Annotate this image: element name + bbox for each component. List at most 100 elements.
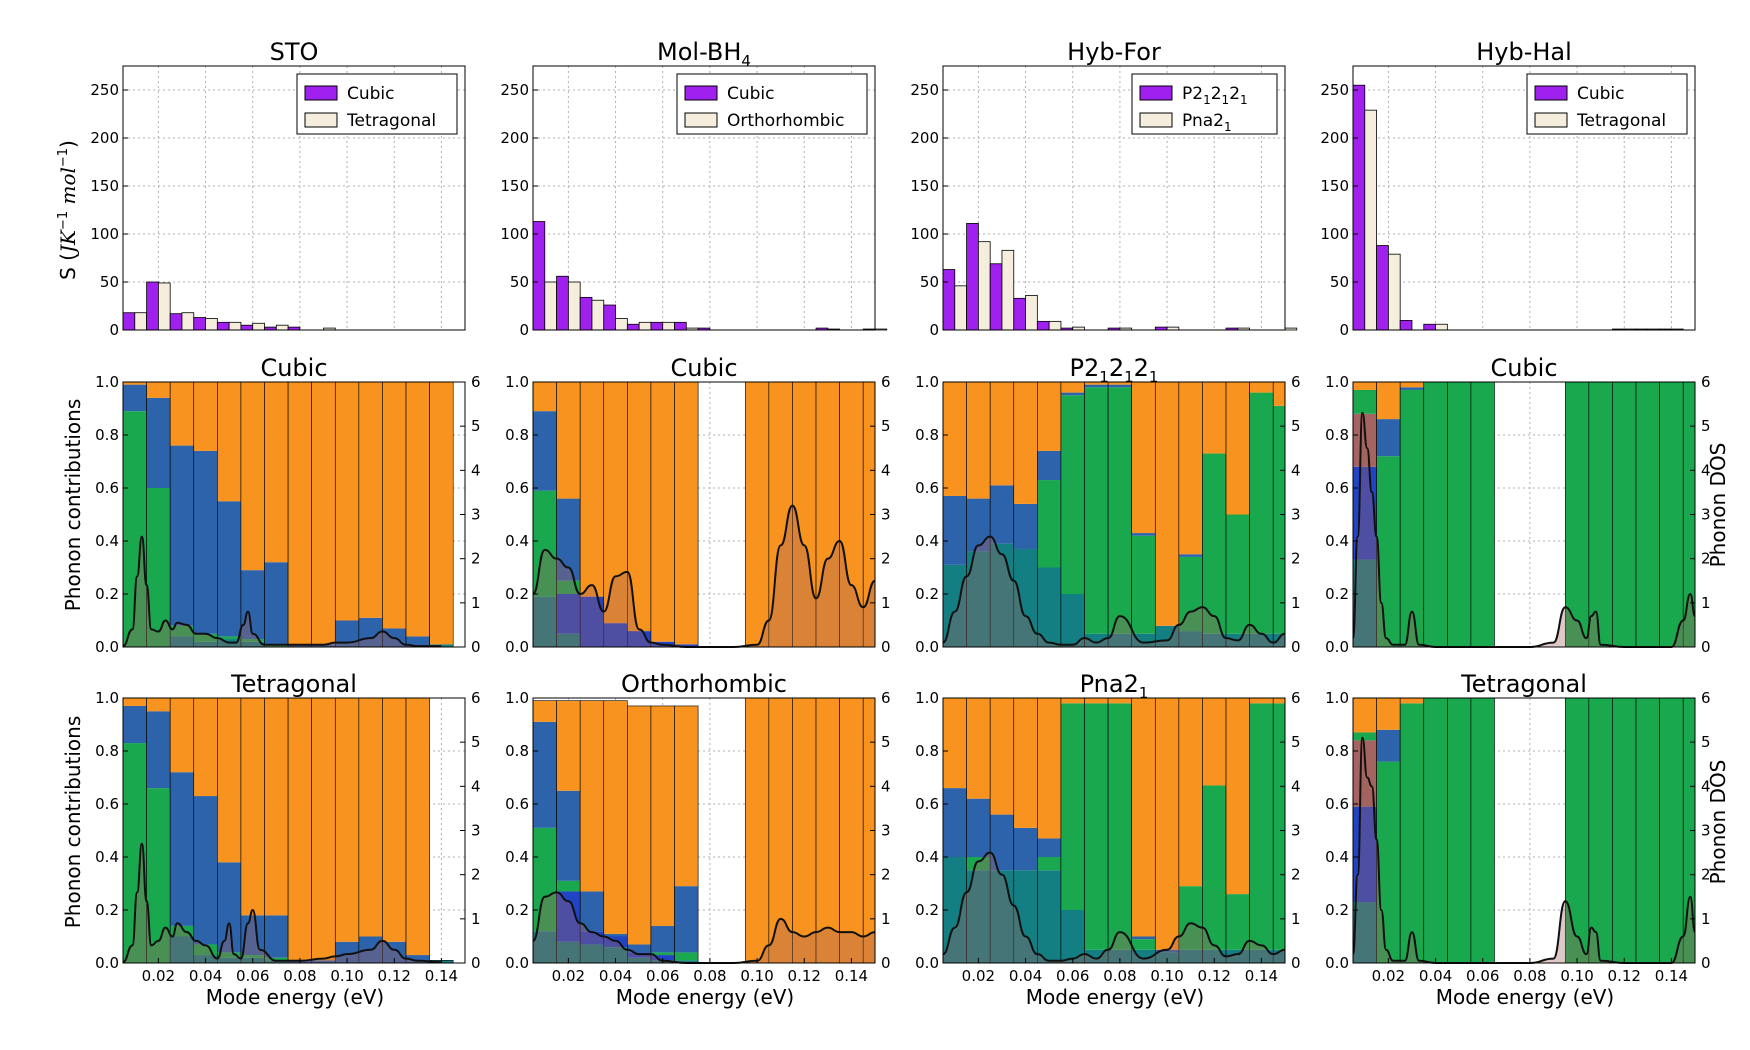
y-tick-label: 0.8	[95, 742, 119, 760]
stack-segment-green	[1447, 698, 1471, 963]
entropy-bar	[674, 321, 687, 331]
y-tick-label: 0.4	[915, 848, 939, 866]
y-tick-label: 250	[1320, 81, 1349, 99]
stack-segment-orange	[839, 698, 864, 963]
legend-label: Cubic	[347, 84, 395, 104]
stack-segment-green	[1060, 703, 1085, 910]
y2-tick-label: 1	[471, 910, 481, 928]
stack-segment-orange	[792, 698, 817, 963]
entropy-panel-mol-entropy: 0 50 100 150 200 250 Cubic Orthorhombic Mol-BH4	[500, 38, 888, 339]
entropy-bar	[1013, 297, 1026, 331]
stack-segment-blue	[966, 498, 991, 552]
entropy-bar	[591, 299, 605, 331]
panel-title: STO	[270, 38, 319, 66]
stack-segment-green	[1202, 453, 1227, 634]
xlabel-col1: Mode energy (eV)	[206, 985, 385, 1009]
y-tick-label: 50	[510, 273, 529, 291]
stack-segment-green	[1226, 894, 1250, 950]
y-tick-label: 0.8	[1325, 742, 1349, 760]
stack-segment-orange	[1226, 698, 1250, 895]
stack-segment-blue	[335, 941, 359, 963]
stack-segment-teal	[580, 944, 604, 963]
stack-segment-blue	[123, 705, 147, 744]
stack-segment-blue	[1131, 936, 1156, 940]
entropy-bar	[1364, 109, 1377, 331]
stack-segment-blue	[533, 721, 557, 828]
y-tick-label: 0.0	[95, 954, 119, 972]
stack-segment-green	[1249, 392, 1274, 634]
contrib-panel-sto-cubic: 0.0 0.2 0.4 0.6 0.8 1.0 0 1 2 3 4 5 6 Cubic	[95, 354, 480, 656]
panel-title: P212121	[1070, 354, 1159, 386]
stack-segment-green	[674, 952, 699, 961]
stack-segment-teal	[1131, 949, 1156, 963]
entropy-bar	[1001, 249, 1015, 331]
panel-title-part: 1	[1149, 368, 1159, 386]
y2-tick-label: 4	[1291, 461, 1301, 479]
stack-segment-blue	[382, 941, 407, 963]
panel-title-part: 1	[1139, 684, 1149, 702]
y2-tick-label: 3	[881, 822, 891, 840]
stack-segment-orange	[745, 698, 769, 963]
stack-segment-green	[240, 639, 265, 642]
stack-segment-blue	[406, 955, 430, 963]
stack-segment-orange	[1084, 698, 1109, 704]
panel-title: Tetragonal	[1460, 670, 1587, 698]
stack-segment-orange	[1400, 382, 1424, 388]
stack-segment-orange	[650, 705, 675, 926]
entropy-bar	[567, 281, 581, 331]
stack-segment-green	[1659, 382, 1684, 647]
stack-segment-orange	[533, 382, 557, 412]
stack-segment-orange	[406, 698, 430, 956]
x-tick-label: 0.14	[835, 967, 868, 985]
stack-segment-green	[1037, 480, 1061, 568]
stack-segment-orange	[943, 698, 967, 789]
y-tick-label: 1.0	[915, 373, 939, 391]
dos-line	[942, 535, 1286, 646]
stack-segment-blue	[264, 562, 289, 645]
legend: Cubic Tetragonal	[1526, 73, 1688, 135]
stack-segment-orange	[1226, 382, 1250, 515]
stack-segment-orange	[170, 382, 194, 446]
stack-segment-green	[1202, 785, 1227, 950]
stack-segment-blue	[123, 384, 147, 412]
stack-segment-orange	[1273, 698, 1285, 704]
stack-segment-green	[533, 827, 557, 932]
y2-tick-label: 0	[1291, 954, 1301, 972]
stack-segment-orange	[990, 382, 1014, 486]
y-tick-label: 100	[910, 225, 939, 243]
stack-segment-green	[1470, 382, 1495, 647]
stack-segment-orange	[217, 698, 241, 863]
y-tick-label: 200	[500, 129, 529, 147]
y2-tick-label: 3	[881, 506, 891, 524]
y2-tick-label: 5	[881, 417, 891, 435]
entropy-bar	[532, 221, 546, 331]
dos-line	[942, 851, 1286, 962]
stack-segment-teal	[1108, 949, 1132, 963]
stack-segment-blue	[1013, 503, 1038, 549]
stack-segment-teal	[1084, 633, 1109, 647]
stack-segment-green	[1612, 698, 1637, 963]
stack-segment-blue	[240, 570, 265, 640]
stack-segment-orange	[123, 382, 147, 385]
panel-title-part: 1	[1099, 368, 1109, 386]
panel-title: Orthorhombic	[621, 670, 787, 698]
y-tick-label: 0.4	[95, 532, 119, 550]
entropy-bar	[662, 321, 675, 331]
y-tick-label: 0.0	[915, 638, 939, 656]
legend-swatch	[304, 112, 338, 128]
dos-line	[122, 535, 442, 648]
contrib-panel-for-pna21: 0.0 0.2 0.4 0.6 0.8 1.0 0 1 2 3 4 5 6 0.02 0.04 0.06 0.0…	[915, 670, 1300, 985]
contrib-panel-hal-tetra: 0.0 0.2 0.4 0.6 0.8 1.0 0 1 2 3 4 5 6 0.02 0.04 0.06 0.0…	[1325, 670, 1710, 985]
y-tick-label: 0.8	[915, 742, 939, 760]
y-tick-label: 1.0	[1325, 689, 1349, 707]
y-tick-label: 0.2	[505, 585, 529, 603]
stack-segment-green	[170, 925, 194, 937]
y2-tick-label: 3	[471, 822, 481, 840]
stack-segment-orange	[1084, 382, 1109, 385]
y-tick-label: 1.0	[505, 689, 529, 707]
stack-segment-dblue	[650, 955, 675, 961]
stack-segment-orange	[429, 382, 454, 645]
x-tick-label: 0.14	[1655, 967, 1688, 985]
